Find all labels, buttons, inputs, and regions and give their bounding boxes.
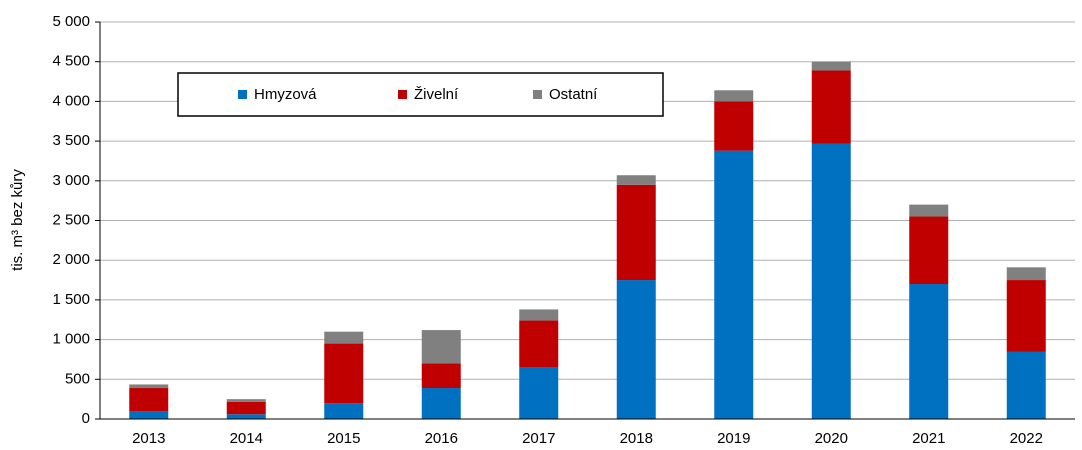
y-tick-label: 500 [65, 370, 90, 387]
x-tick-label: 2021 [912, 430, 945, 447]
x-tick-label: 2015 [327, 430, 360, 447]
bar-segment [909, 284, 949, 419]
x-tick-label: 2020 [815, 430, 848, 447]
bar-segment [519, 309, 559, 321]
x-tick-label: 2016 [425, 430, 458, 447]
bar-segment [616, 175, 656, 185]
y-tick-label: 3 000 [52, 172, 90, 189]
legend-label: Hmyzová [254, 86, 317, 103]
x-tick-label: 2018 [620, 430, 653, 447]
y-tick-label: 3 500 [52, 132, 90, 149]
x-tick-label: 2013 [132, 430, 165, 447]
legend-label: Živelní [414, 86, 459, 103]
bar-segment [811, 143, 851, 419]
bar-segment [421, 330, 461, 364]
bar-segment [421, 388, 461, 419]
bar-segment [129, 384, 169, 389]
legend-box [177, 72, 664, 117]
x-tick-label: 2014 [230, 430, 263, 447]
bar-segment [226, 414, 266, 419]
bar-segment [1006, 351, 1046, 419]
bar-segment [519, 320, 559, 368]
bar-segment [519, 367, 559, 419]
bar-segment [616, 184, 656, 281]
bar-segment [226, 401, 266, 415]
legend-swatch [398, 90, 407, 99]
bar-segment [714, 90, 754, 102]
bar-segment [714, 101, 754, 151]
bar-segment [811, 70, 851, 144]
bar-segment [129, 388, 169, 412]
bar-segment [909, 204, 949, 217]
x-tick-label: 2019 [717, 430, 750, 447]
y-tick-label: 1 500 [52, 291, 90, 308]
bar-segment [1006, 280, 1046, 352]
bar-segment [1006, 267, 1046, 281]
bar-segment [616, 280, 656, 419]
y-axis-label: tis. m³ bez kůry [9, 169, 26, 271]
y-tick-label: 4 500 [52, 53, 90, 70]
bar-segment [324, 343, 364, 404]
y-tick-label: 0 [82, 410, 90, 427]
bar-segment [909, 216, 949, 285]
y-tick-label: 5 000 [52, 13, 90, 30]
x-tick-label: 2022 [1010, 430, 1043, 447]
bar-segment [324, 403, 364, 419]
y-tick-label: 4 000 [52, 92, 90, 109]
y-tick-label: 1 000 [52, 331, 90, 348]
legend-label: Ostatní [549, 86, 598, 103]
bar-segment [811, 61, 851, 71]
y-tick-label: 2 000 [52, 251, 90, 268]
bar-segment [421, 363, 461, 389]
bar-segment [129, 411, 169, 419]
y-tick-label: 2 500 [52, 211, 90, 228]
legend-swatch [238, 90, 247, 99]
x-tick-label: 2017 [522, 430, 555, 447]
bar-segment [226, 399, 266, 402]
bar-segment [324, 331, 364, 344]
bar-segment [714, 150, 754, 420]
legend-swatch [533, 90, 542, 99]
